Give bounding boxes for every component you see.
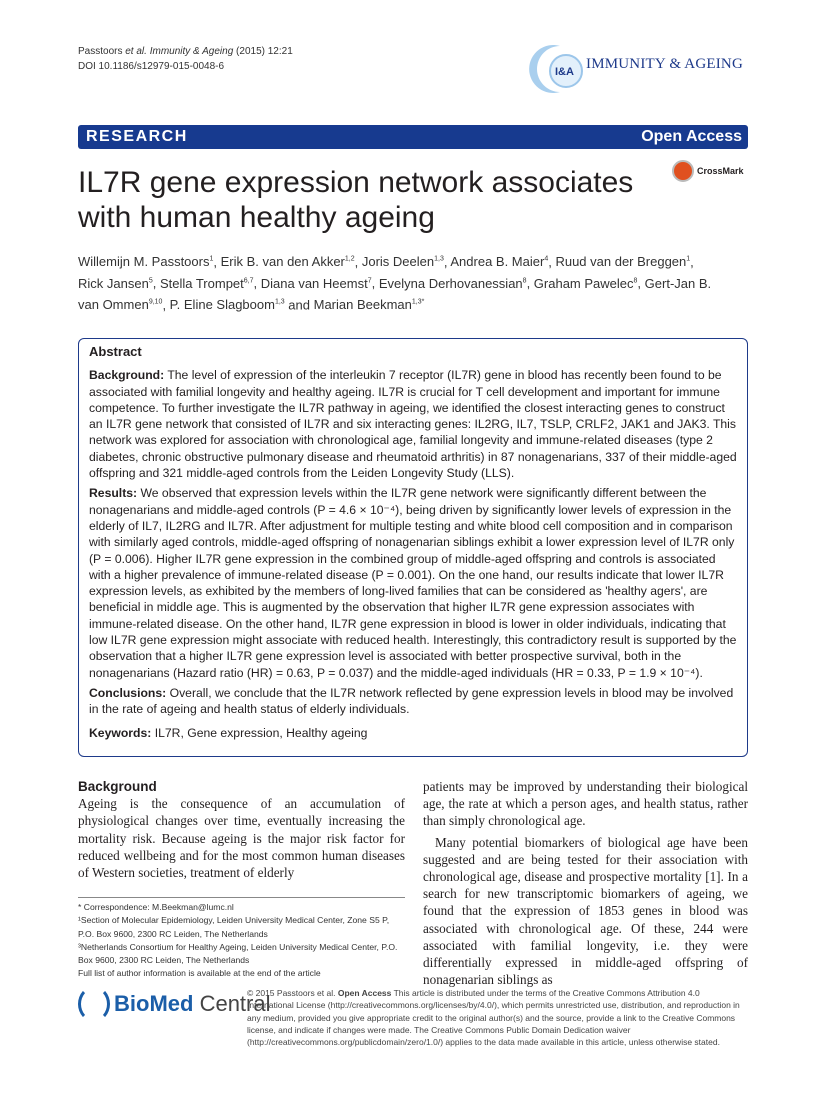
license-body: This article is distributed under the te…: [247, 988, 740, 1048]
author-affiliation-number: 1,2: [344, 256, 355, 263]
body-left-column: Background Ageing is the consequence of …: [78, 778, 405, 881]
abstract-section: Results: We observed that expression lev…: [89, 485, 737, 681]
author-info-note: Full list of author information is avail…: [78, 968, 321, 979]
svg-text:I&A: I&A: [555, 66, 574, 78]
publisher-logo: BioMed Central: [78, 986, 271, 1022]
abstract-section-label: Conclusions:: [89, 685, 167, 700]
abstract-section: Conclusions: Overall, we conclude that t…: [89, 685, 737, 718]
author-name: Andrea B. Maier: [450, 254, 545, 270]
abstract-heading: Abstract: [89, 344, 142, 359]
running-head-etal: et al.: [125, 46, 147, 57]
abstract-section-text: We observed that expression levels withi…: [89, 486, 737, 680]
author-affiliation-number: 1,3*: [411, 298, 425, 306]
author-name: Graham Pawelec: [533, 275, 634, 291]
author: Andrea B. Maier4: [450, 254, 548, 269]
crossmark-button[interactable]: CrossMark: [672, 160, 744, 182]
author: Diana van Heemst7: [261, 276, 372, 291]
author-name: Evelyna Derhovanessian: [378, 275, 523, 291]
author-affiliation-number: 1,3: [274, 298, 285, 306]
doi[interactable]: DOI 10.1186/s12979-015-0048-6: [78, 61, 225, 72]
publisher-name-bold: BioMed: [114, 991, 194, 1016]
abstract-section-label: Background:: [89, 368, 165, 383]
body-paragraph: patients may be improved by understandin…: [423, 779, 748, 829]
affiliation-note: ¹Section of Molecular Epidemiology, Leid…: [78, 915, 390, 939]
author-affiliation-number: 4: [544, 256, 549, 263]
abstract-section: Keywords: IL7R, Gene expression, Healthy…: [89, 725, 737, 741]
open-access-bold: Open Access: [337, 988, 392, 998]
running-head-author: Passtoors: [78, 46, 123, 57]
author-name: Diana van Heemst: [260, 275, 368, 291]
correspondence-note: * Correspondence: M.Beekman@lumc.nl: [78, 902, 234, 912]
article-type: RESEARCH: [86, 128, 188, 145]
license-text: © 2015 Passtoors et al. Open Access This…: [247, 987, 747, 1048]
abstract-section: Background: The level of expression of t…: [89, 367, 737, 481]
author-name: Ruud van der Breggen: [555, 254, 687, 270]
author-name: Gert-Jan B. van Ommen: [78, 275, 712, 312]
author: P. Eline Slagboom1,3: [170, 297, 285, 312]
author: Rick Jansen5: [78, 276, 153, 291]
author-affiliation-number: 5: [148, 277, 153, 285]
section-heading: Background: [78, 779, 157, 794]
author-name: Erik B. van den Akker: [220, 254, 345, 270]
running-head-journal: Immunity & Ageing: [149, 46, 234, 57]
journal-logo-icon: I&A: [529, 45, 583, 93]
abstract-box: Abstract Background: The level of expres…: [78, 338, 748, 757]
author: Gert-Jan B. van Ommen9,10: [78, 276, 711, 312]
author-affiliation-number: 8: [633, 277, 638, 285]
article-type-banner: RESEARCH Open Access: [78, 125, 748, 149]
author-name: Rick Jansen: [78, 275, 149, 291]
author-affiliation-number: 1,3: [434, 256, 444, 263]
running-head: Passtoors et al. Immunity & Ageing (2015…: [78, 44, 293, 74]
author: Joris Deelen1,3: [362, 254, 444, 269]
abstract-section-text: Overall, we conclude that the IL7R netwo…: [89, 685, 734, 717]
article-title: IL7R gene expression network associates …: [78, 166, 634, 234]
journal-name: IMMUNITY & AGEING: [586, 56, 743, 72]
publisher-name-rest: Central: [193, 991, 271, 1016]
author-affiliation-number: 1: [209, 256, 214, 263]
author-name: Stella Trompet: [159, 275, 244, 291]
author-affiliation-number: 1: [686, 256, 691, 263]
author: Erik B. van den Akker1,2: [221, 254, 355, 269]
author: Evelyna Derhovanessian8: [379, 276, 527, 291]
author: Stella Trompet6,7: [160, 276, 254, 291]
abstract-section-label: Results:: [89, 486, 138, 501]
author-affiliation-number: 8: [522, 277, 527, 285]
copyright: © 2015 Passtoors et al.: [247, 988, 338, 998]
body-paragraph: Many potential biomarkers of biological …: [423, 834, 748, 988]
author: Ruud van der Breggen1: [555, 254, 690, 269]
abstract-section-text: The level of expression of the interleuk…: [89, 368, 737, 481]
author: Marian Beekman1,3*: [314, 297, 425, 312]
abstract-section-label: Keywords:: [89, 725, 152, 740]
affiliation-note: ³Netherlands Consortium for Healthy Agei…: [78, 941, 398, 966]
open-access-label: Open Access: [641, 128, 742, 145]
author-name: Marian Beekman: [313, 296, 412, 312]
crossmark-icon: [672, 160, 694, 182]
author: Willemijn M. Passtoors1: [78, 254, 213, 269]
abstract-section-text: IL7R, Gene expression, Healthy ageing: [151, 725, 368, 740]
author-name: P. Eline Slagboom: [169, 296, 275, 312]
crossmark-label: CrossMark: [697, 166, 744, 176]
author-name: Joris Deelen: [361, 254, 435, 270]
footnotes: * Correspondence: M.Beekman@lumc.nl ¹Sec…: [78, 897, 405, 981]
author-name: Willemijn M. Passtoors: [78, 254, 210, 270]
author-list: Willemijn M. Passtoors1, Erik B. van den…: [78, 254, 712, 312]
author: Graham Pawelec8: [534, 276, 638, 291]
running-head-citation: (2015) 12:21: [233, 46, 293, 57]
author-affiliation-number: 9,10: [148, 298, 163, 306]
author-affiliation-number: 6,7: [243, 277, 254, 285]
body-paragraph: Ageing is the consequence of an accumula…: [78, 796, 405, 881]
biomed-central-logo-icon: [78, 986, 110, 1022]
body-right-column: patients may be improved by understandin…: [423, 778, 748, 988]
author-affiliation-number: 7: [367, 277, 372, 285]
